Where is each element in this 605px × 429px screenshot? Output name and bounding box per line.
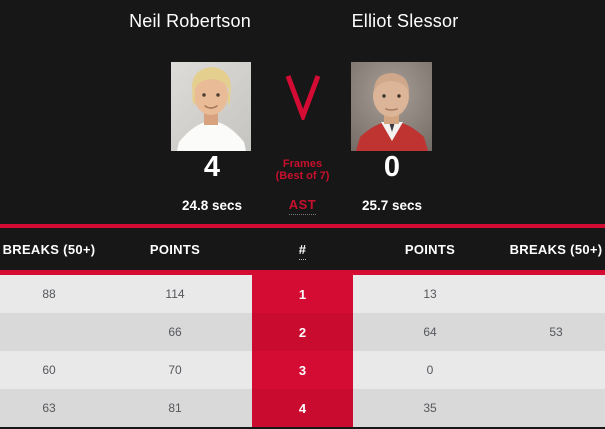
p1-breaks-cell: 88 xyxy=(0,275,98,313)
col-header-frame-number[interactable]: # xyxy=(252,241,353,260)
p2-breaks-cell xyxy=(507,389,605,427)
p2-points-cell: 13 xyxy=(353,275,507,313)
p2-breaks-cell: 53 xyxy=(507,313,605,351)
player1-photo xyxy=(171,62,251,151)
p2-breaks-cell xyxy=(507,351,605,389)
frame-number-cell: 3 xyxy=(252,351,353,389)
p1-points-cell: 66 xyxy=(98,313,252,351)
p1-breaks-cell: 63 xyxy=(0,389,98,427)
player2-photo xyxy=(351,62,432,151)
versus-icon xyxy=(252,72,353,120)
frames-label-line1: Frames xyxy=(282,158,323,170)
frame-number-cell: 2 xyxy=(252,313,353,351)
frames-table-header: BREAKS (50+) POINTS # POINTS BREAKS (50+… xyxy=(0,224,605,275)
p2-points-cell: 0 xyxy=(353,351,507,389)
match-header: Neil Robertson Elliot Slessor xyxy=(129,11,459,215)
player2-name: Elliot Slessor xyxy=(351,11,459,31)
col-header-p2-points: POINTS xyxy=(404,241,456,257)
player2-avg-shot-time: 25.7 secs xyxy=(361,198,423,213)
frame-number-cell: 1 xyxy=(252,275,353,313)
player2-frames-score: 0 xyxy=(383,151,401,183)
p1-breaks-cell xyxy=(0,313,98,351)
ast-label[interactable]: AST xyxy=(252,196,353,215)
frames-table: BREAKS (50+) POINTS # POINTS BREAKS (50+… xyxy=(0,224,605,427)
frames-table-body: 88 114 1 13 66 2 64 53 60 70 3 0 63 xyxy=(0,275,605,427)
p2-points-cell: 35 xyxy=(353,389,507,427)
table-row: 63 81 4 35 xyxy=(0,389,605,427)
col-header-p2-breaks: BREAKS (50+) xyxy=(509,241,603,257)
frames-label: Frames (Best of 7) xyxy=(240,158,365,182)
player1-name: Neil Robertson xyxy=(129,11,251,31)
p1-breaks-cell: 60 xyxy=(0,351,98,389)
col-header-p1-points: POINTS xyxy=(149,241,201,257)
frame-number-cell: 4 xyxy=(252,389,353,427)
player1-avg-shot-time: 24.8 secs xyxy=(181,198,243,213)
p1-points-cell: 70 xyxy=(98,351,252,389)
table-row: 66 2 64 53 xyxy=(0,313,605,351)
table-row: 88 114 1 13 xyxy=(0,275,605,313)
player1-avatar xyxy=(171,62,251,151)
col-header-p1-breaks: BREAKS (50+) xyxy=(2,241,96,257)
p1-points-cell: 114 xyxy=(98,275,252,313)
p2-points-cell: 64 xyxy=(353,313,507,351)
table-row: 60 70 3 0 xyxy=(0,351,605,389)
p1-points-cell: 81 xyxy=(98,389,252,427)
frames-label-line2: (Best of 7) xyxy=(275,170,330,182)
player2-avatar xyxy=(351,62,432,151)
player1-frames-score: 4 xyxy=(203,151,221,183)
p2-breaks-cell xyxy=(507,275,605,313)
